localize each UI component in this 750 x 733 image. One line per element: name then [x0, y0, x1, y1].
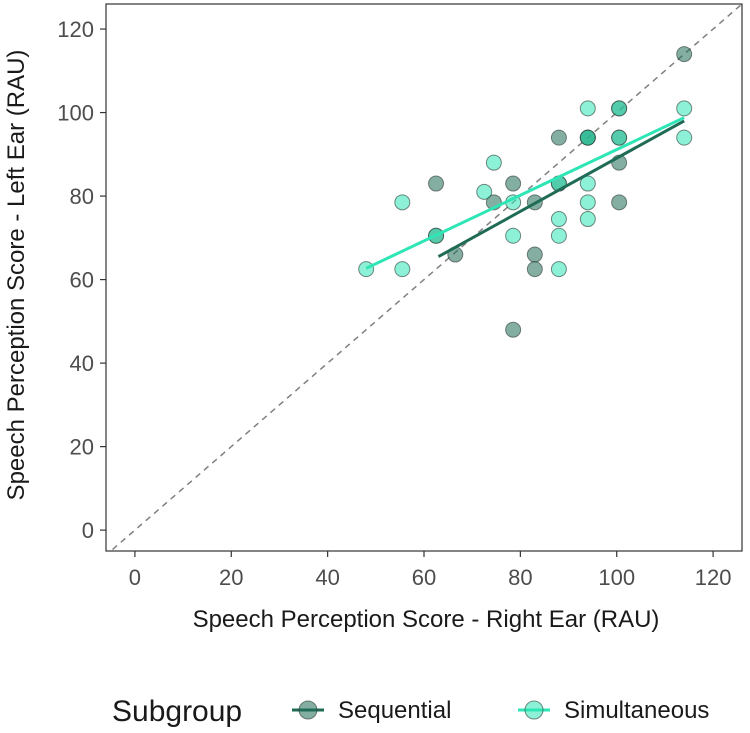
legend-key-point-simultaneous	[524, 700, 544, 720]
legend-key-point-sequential	[298, 700, 318, 720]
data-point-simultaneous	[676, 129, 693, 146]
data-point-simultaneous	[505, 227, 522, 244]
y-tick-label: 120	[57, 17, 94, 42]
data-point-simultaneous	[550, 211, 567, 228]
y-tick-label: 80	[70, 184, 94, 209]
data-point-sequential	[526, 246, 543, 263]
data-point-simultaneous	[394, 261, 411, 278]
data-point-sequential	[505, 175, 522, 192]
data-point-simultaneous	[394, 194, 411, 211]
data-point-simultaneous	[476, 183, 493, 200]
x-tick-label: 0	[129, 565, 141, 590]
x-tick-label: 40	[315, 565, 339, 590]
data-point-simultaneous	[579, 129, 596, 146]
x-tick-label: 60	[412, 565, 436, 590]
y-tick-label: 100	[57, 101, 94, 126]
fit-line-simultaneous	[365, 116, 685, 270]
series-simultaneous	[358, 100, 693, 278]
fit-line-sequential	[437, 119, 685, 258]
legend-title: Subgroup	[112, 695, 242, 728]
x-tick-label: 100	[598, 565, 635, 590]
data-point-sequential	[550, 129, 567, 146]
x-tick-label: 80	[508, 565, 532, 590]
data-point-sequential	[611, 194, 628, 211]
data-point-simultaneous	[358, 261, 375, 278]
series-sequential	[428, 46, 693, 338]
data-point-simultaneous	[611, 100, 628, 117]
data-point-sequential	[428, 175, 445, 192]
x-tick-label: 20	[219, 565, 243, 590]
y-tick-label: 0	[82, 518, 94, 543]
data-point-simultaneous	[550, 261, 567, 278]
x-axis-title: Speech Perception Score - Right Ear (RAU…	[193, 606, 660, 633]
data-point-sequential	[505, 321, 522, 338]
data-point-sequential	[526, 261, 543, 278]
data-point-simultaneous	[676, 100, 693, 117]
y-tick-label: 40	[70, 351, 94, 376]
data-point-simultaneous	[550, 227, 567, 244]
identity-reference-line	[109, 4, 742, 551]
y-tick-label: 20	[70, 435, 94, 460]
plot-area	[105, 3, 743, 552]
data-point-simultaneous	[579, 194, 596, 211]
data-point-simultaneous	[579, 175, 596, 192]
y-tick-label: 60	[70, 268, 94, 293]
data-point-simultaneous	[579, 211, 596, 228]
data-point-simultaneous	[485, 154, 502, 171]
legend-label-sequential: Sequential	[338, 697, 451, 724]
legend-label-simultaneous: Simultaneous	[564, 697, 709, 724]
y-axis: 0 20 40 60 80 100 120	[57, 17, 106, 543]
x-axis: 0 20 40 60 80 100 120	[129, 551, 732, 590]
data-point-sequential	[676, 46, 693, 63]
y-axis-title: Speech Perception Score - Left Ear (RAU)	[3, 50, 30, 501]
legend: Subgroup Sequential Simultaneous	[112, 695, 709, 728]
data-point-simultaneous	[579, 100, 596, 117]
data-point-simultaneous	[611, 129, 628, 146]
x-tick-label: 120	[695, 565, 732, 590]
